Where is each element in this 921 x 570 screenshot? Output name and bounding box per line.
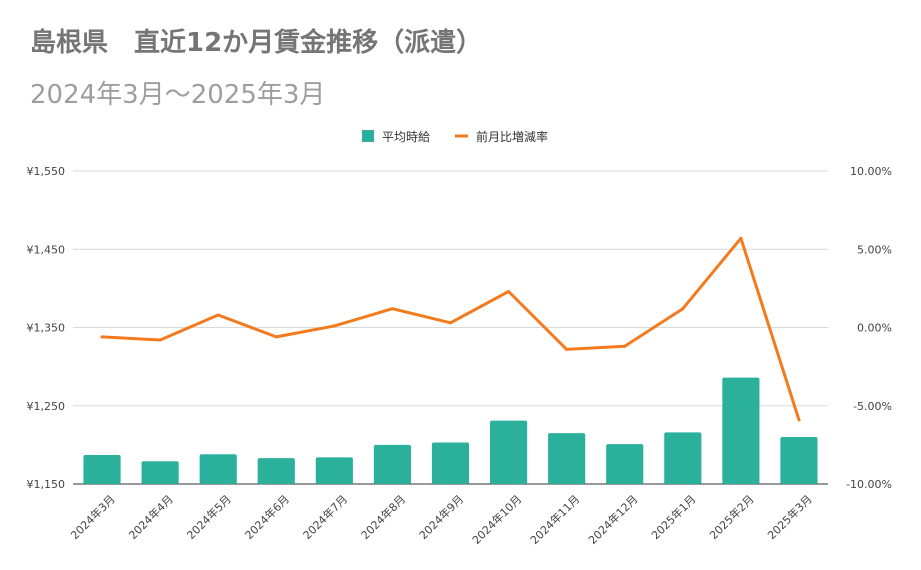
y-right-tick-label: 10.00% bbox=[850, 165, 892, 178]
bar bbox=[722, 377, 760, 484]
bar bbox=[489, 420, 528, 484]
bar bbox=[83, 455, 121, 484]
line-point bbox=[158, 338, 162, 342]
bar bbox=[664, 432, 702, 484]
line-series bbox=[100, 236, 801, 422]
x-tick-label: 2024年8月 bbox=[358, 492, 408, 542]
line-point bbox=[390, 307, 394, 311]
y-right-tick-label: -5.00% bbox=[853, 400, 892, 413]
x-tick-label: 2024年12月 bbox=[585, 492, 640, 547]
line-point bbox=[100, 335, 104, 339]
y-right-tick-label: -10.00% bbox=[846, 478, 892, 491]
bar bbox=[780, 437, 818, 484]
y-left-tick-label: ¥1,550 bbox=[27, 165, 66, 178]
x-tick-label: 2024年9月 bbox=[416, 492, 466, 542]
legend-swatch-bar bbox=[362, 130, 374, 142]
x-tick-label: 2024年3月 bbox=[68, 492, 118, 542]
line-point bbox=[507, 290, 511, 294]
x-tick-label: 2025年1月 bbox=[648, 492, 698, 542]
chart-title: 島根県 直近12か月賃金推移（派遣） bbox=[30, 28, 483, 58]
line-point bbox=[739, 236, 743, 240]
line-point bbox=[797, 418, 801, 422]
y-left-tick-label: ¥1,450 bbox=[27, 243, 66, 256]
legend-label-line: 前月比増減率 bbox=[476, 129, 548, 144]
x-tick-label: 2024年4月 bbox=[126, 492, 176, 542]
line-point bbox=[623, 344, 627, 348]
x-tick-label: 2025年3月 bbox=[765, 492, 815, 542]
line-point bbox=[274, 335, 278, 339]
bar bbox=[548, 433, 586, 484]
chart-subtitle: 2024年3月～2025年3月 bbox=[30, 80, 326, 110]
x-tick-label: 2024年10月 bbox=[469, 492, 524, 547]
y-left-tick-label: ¥1,350 bbox=[27, 322, 66, 335]
line-point bbox=[565, 347, 569, 351]
legend: 平均時給 前月比増減率 bbox=[362, 129, 548, 144]
x-tick-label: 2024年11月 bbox=[527, 492, 582, 547]
line-point bbox=[449, 321, 452, 325]
bar-series bbox=[83, 377, 818, 484]
line-point bbox=[332, 324, 336, 328]
left-axis: ¥1,150 ¥1,250 ¥1,350 ¥1,450 ¥1,550 bbox=[27, 165, 66, 491]
bar bbox=[315, 457, 353, 484]
bar bbox=[431, 442, 470, 484]
gridlines bbox=[73, 170, 828, 485]
right-axis: -10.00% -5.00% 0.00% 5.00% 10.00% bbox=[846, 165, 892, 491]
x-tick-label: 2025年2月 bbox=[706, 492, 756, 542]
bar bbox=[199, 454, 237, 484]
x-axis-labels: 2024年3月 2024年4月 2024年5月 2024年6月 2024年7月 2024年… bbox=[68, 492, 815, 547]
x-tick-label: 2024年6月 bbox=[242, 492, 292, 542]
bar bbox=[373, 444, 412, 484]
bar bbox=[141, 461, 179, 484]
y-right-tick-label: 0.00% bbox=[857, 322, 892, 335]
x-tick-label: 2024年5月 bbox=[184, 492, 234, 542]
bar bbox=[257, 458, 295, 484]
y-left-tick-label: ¥1,150 bbox=[27, 478, 66, 491]
bar bbox=[606, 444, 644, 484]
line-point bbox=[681, 307, 685, 311]
x-tick-label: 2024年7月 bbox=[300, 492, 350, 542]
legend-label-bar: 平均時給 bbox=[382, 130, 430, 144]
y-right-tick-label: 5.00% bbox=[857, 243, 892, 256]
y-left-tick-label: ¥1,250 bbox=[27, 400, 66, 413]
line-path bbox=[100, 236, 801, 422]
line-point bbox=[216, 313, 220, 317]
